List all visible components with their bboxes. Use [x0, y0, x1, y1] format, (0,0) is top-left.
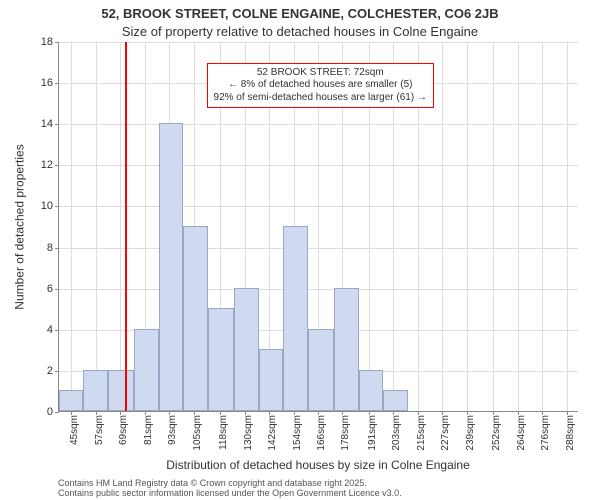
- histogram-bar: [383, 390, 407, 411]
- xtick-label: 69sqm: [118, 415, 129, 445]
- xtick-label: 57sqm: [94, 415, 105, 445]
- histogram-bar: [159, 123, 183, 411]
- gridline-v: [467, 42, 468, 411]
- gridline-v: [96, 42, 97, 411]
- ytick-label: 14: [41, 118, 59, 130]
- histogram-bar: [234, 288, 258, 411]
- xtick-label: 130sqm: [243, 415, 254, 451]
- histogram-bar: [259, 349, 283, 411]
- xtick-label: 142sqm: [267, 415, 278, 451]
- histogram-bar: [334, 288, 358, 411]
- chart-title-line2: Size of property relative to detached ho…: [0, 24, 600, 39]
- gridline-v: [120, 42, 121, 411]
- histogram-bar: [83, 370, 107, 411]
- footnote-line2: Contains public sector information licen…: [58, 488, 578, 498]
- xtick-label: 45sqm: [69, 415, 80, 445]
- xtick-label: 264sqm: [516, 415, 527, 451]
- annotation-line1: 52 BROOK STREET: 72sqm: [214, 67, 427, 80]
- xtick-label: 276sqm: [540, 415, 551, 451]
- gridline-v: [567, 42, 568, 411]
- histogram-bar: [108, 370, 135, 411]
- histogram-bar: [183, 226, 207, 411]
- y-axis-label-text: Number of detached properties: [13, 144, 27, 309]
- xtick-label: 118sqm: [218, 415, 229, 450]
- chart-container: 52, BROOK STREET, COLNE ENGAINE, COLCHES…: [0, 0, 600, 500]
- plot-area: 02468101214161845sqm57sqm69sqm81sqm93sqm…: [58, 42, 578, 412]
- xtick-label: 215sqm: [416, 415, 427, 451]
- histogram-bar: [59, 390, 83, 411]
- x-axis-label: Distribution of detached houses by size …: [58, 458, 578, 472]
- histogram-bar: [208, 308, 235, 411]
- annotation-line3: 92% of semi-detached houses are larger (…: [214, 92, 427, 105]
- xtick-label: 227sqm: [440, 415, 451, 451]
- chart-title-line1: 52, BROOK STREET, COLNE ENGAINE, COLCHES…: [0, 6, 600, 21]
- xtick-label: 203sqm: [391, 415, 402, 451]
- histogram-bar: [134, 329, 158, 411]
- histogram-bar: [308, 329, 335, 411]
- ytick-label: 16: [41, 77, 59, 89]
- marker-line: [125, 42, 127, 411]
- ytick-label: 6: [47, 283, 59, 295]
- xtick-label: 239sqm: [465, 415, 476, 451]
- annotation-line2: ← 8% of detached houses are smaller (5): [214, 79, 427, 92]
- footnote: Contains HM Land Registry data © Crown c…: [58, 478, 578, 499]
- ytick-label: 4: [47, 324, 59, 336]
- xtick-label: 166sqm: [316, 415, 327, 451]
- ytick-label: 2: [47, 365, 59, 377]
- ytick-label: 18: [41, 36, 59, 48]
- xtick-label: 252sqm: [491, 415, 502, 451]
- gridline-v: [542, 42, 543, 411]
- xtick-label: 191sqm: [367, 415, 378, 451]
- histogram-bar: [283, 226, 307, 411]
- annotation-box: 52 BROOK STREET: 72sqm← 8% of detached h…: [207, 63, 434, 109]
- ytick-label: 8: [47, 242, 59, 254]
- xtick-label: 154sqm: [292, 415, 303, 451]
- xtick-label: 288sqm: [565, 415, 576, 451]
- xtick-label: 93sqm: [167, 415, 178, 445]
- gridline-v: [442, 42, 443, 411]
- ytick-label: 0: [47, 406, 59, 418]
- gridline-v: [71, 42, 72, 411]
- xtick-label: 178sqm: [340, 415, 351, 451]
- footnote-line1: Contains HM Land Registry data © Crown c…: [58, 478, 578, 488]
- xtick-label: 81sqm: [143, 415, 154, 445]
- histogram-bar: [359, 370, 383, 411]
- gridline-v: [518, 42, 519, 411]
- ytick-label: 10: [41, 200, 59, 212]
- gridline-v: [493, 42, 494, 411]
- ytick-label: 12: [41, 159, 59, 171]
- xtick-label: 105sqm: [192, 415, 203, 451]
- y-axis-label: Number of detached properties: [12, 42, 28, 412]
